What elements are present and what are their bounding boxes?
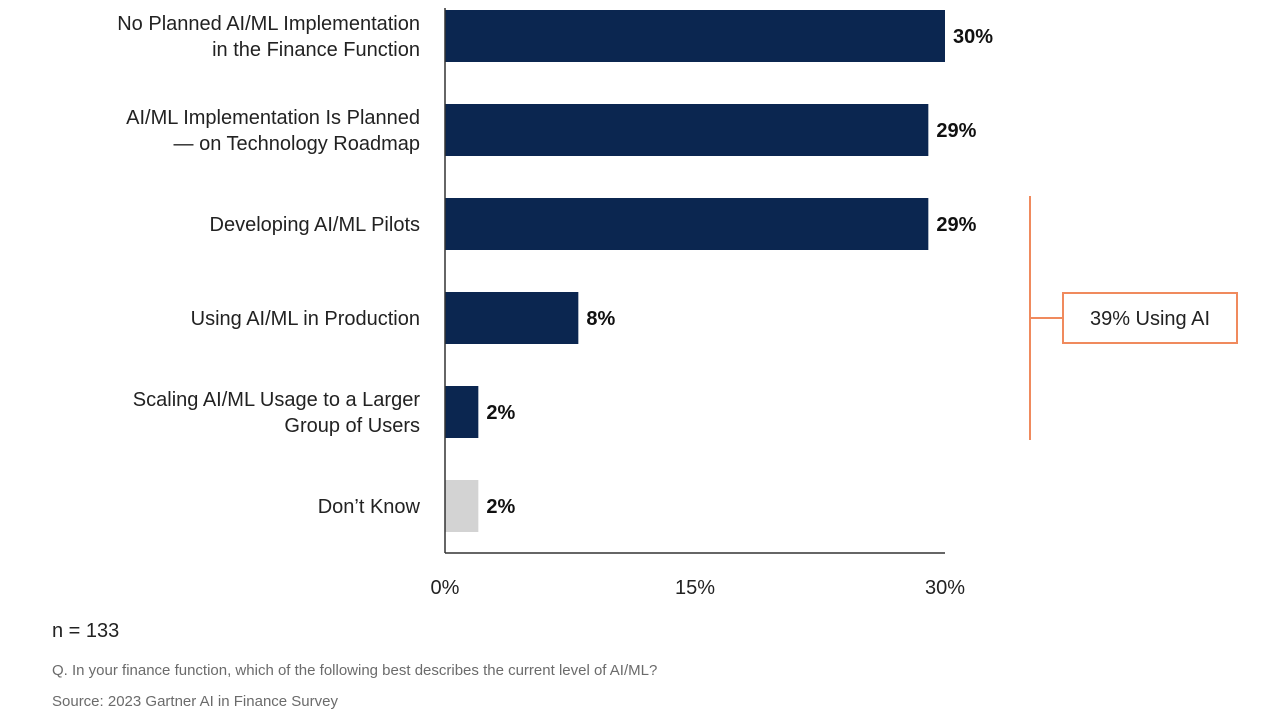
x-tick-label-1: 15%	[675, 577, 715, 599]
annotation-callout: 39% Using AI	[1029, 196, 1238, 440]
category-label-0-line-0: No Planned AI/ML Implementation	[117, 13, 420, 35]
bars-group	[445, 10, 945, 532]
category-label-3-line-0: Using AI/ML in Production	[191, 308, 420, 330]
category-label-4-line-1: Group of Users	[284, 415, 420, 437]
value-label-3: 8%	[586, 308, 615, 330]
bar-1	[445, 104, 929, 156]
x-tick-labels: 0% 15% 30%	[431, 577, 966, 599]
annotation-label: 39% Using AI	[1090, 308, 1210, 330]
category-label-1-line-0: AI/ML Implementation Is Planned	[126, 107, 420, 129]
category-label-0-line-1: in the Finance Function	[212, 39, 420, 61]
value-label-4: 2%	[486, 402, 515, 424]
sample-size-note: n = 133	[52, 620, 120, 642]
value-label-1: 29%	[936, 120, 976, 142]
x-tick-label-0: 0%	[431, 577, 460, 599]
value-label-0: 30%	[953, 26, 993, 48]
question-note: Q. In your finance function, which of th…	[52, 662, 658, 679]
bar-0	[445, 10, 945, 62]
value-label-5: 2%	[486, 496, 515, 518]
value-label-2: 29%	[936, 214, 976, 236]
annotation-box	[1062, 292, 1238, 344]
source-note: Source: 2023 Gartner AI in Finance Surve…	[52, 693, 338, 710]
category-label-4-line-0: Scaling AI/ML Usage to a Larger	[133, 389, 421, 411]
category-label-1-line-1: — on Technology Roadmap	[174, 133, 420, 155]
category-label-5-line-0: Don’t Know	[318, 496, 421, 518]
annotation-bracket	[1029, 196, 1063, 440]
value-labels: 30% 29% 29% 8% 2% 2%	[486, 26, 993, 518]
bar-chart: No Planned AI/ML Implementation in the Fi…	[117, 8, 1238, 599]
x-tick-label-2: 30%	[925, 577, 965, 599]
category-label-2-line-0: Developing AI/ML Pilots	[210, 214, 420, 236]
category-labels: No Planned AI/ML Implementation in the Fi…	[117, 13, 420, 518]
bar-2	[445, 198, 929, 250]
bar-4	[445, 386, 479, 438]
bar-5	[445, 480, 479, 532]
bar-3	[445, 292, 579, 344]
